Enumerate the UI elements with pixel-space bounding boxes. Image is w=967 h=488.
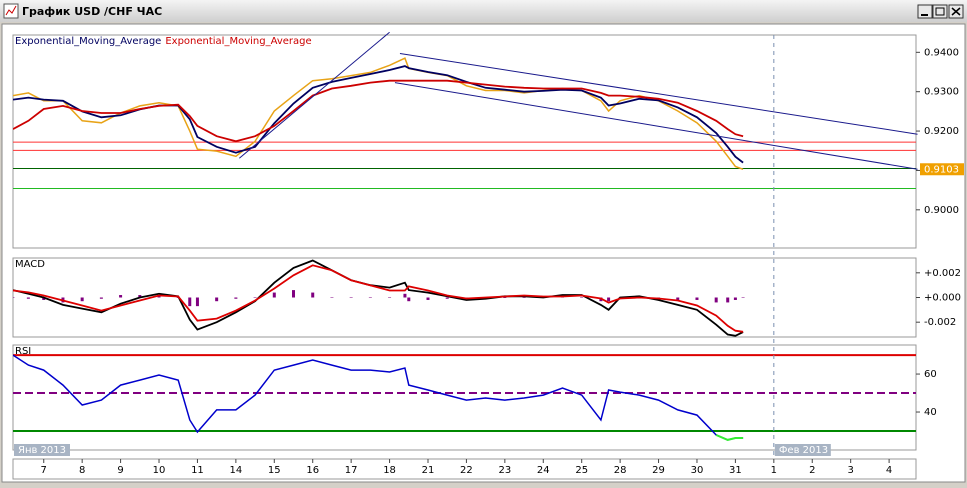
y-tick-label: 40 xyxy=(924,407,937,418)
series-line xyxy=(13,259,744,337)
month-box xyxy=(14,444,70,456)
panel-frame xyxy=(12,34,917,249)
date-strip xyxy=(12,458,917,480)
histogram-bar xyxy=(503,297,507,298)
y-tick-label: 0.9000 xyxy=(924,205,959,216)
panel-title: RSI xyxy=(15,346,31,357)
y-tick-label: 0.9400 xyxy=(924,47,959,58)
x-tick-label: 11 xyxy=(191,465,204,476)
x-tick-label: 16 xyxy=(306,465,319,476)
plot xyxy=(13,259,745,337)
trend-line xyxy=(394,82,918,170)
y-tick-label: -0.002 xyxy=(924,317,956,328)
legend-entry: Exponential_Moving_Average xyxy=(15,36,161,47)
window-icon-graph xyxy=(5,5,17,16)
x-tick-label: 30 xyxy=(691,465,704,476)
trend-line xyxy=(239,31,390,159)
histogram-bar xyxy=(195,297,199,307)
last-price-box xyxy=(920,163,964,176)
histogram-bar xyxy=(13,297,15,298)
x-tick-label: 9 xyxy=(117,465,123,476)
histogram-bar xyxy=(403,293,407,298)
histogram-bar xyxy=(445,297,449,299)
histogram-bar xyxy=(272,292,276,298)
x-tick-label: 1 xyxy=(771,465,777,476)
x-tick-label: 14 xyxy=(230,465,243,476)
histogram-bar xyxy=(330,297,334,298)
x-tick-label: 28 xyxy=(614,465,627,476)
series-line xyxy=(13,264,744,333)
histogram-bar xyxy=(368,297,372,298)
last-price-label: 0.9103 xyxy=(924,164,959,175)
x-tick-label: 21 xyxy=(422,465,435,476)
x-tick-label: 25 xyxy=(575,465,588,476)
close-button[interactable] xyxy=(948,4,964,19)
x-tick-label: 7 xyxy=(41,465,47,476)
histogram-bar xyxy=(311,292,315,298)
histogram-bar xyxy=(99,297,103,299)
month-label: Фев 2013 xyxy=(779,445,828,456)
y-tick-label: 60 xyxy=(924,369,937,380)
y-tick-label: 0.9300 xyxy=(924,87,959,98)
histogram-bar xyxy=(407,297,411,302)
histogram-bar xyxy=(42,297,46,300)
histogram-bar xyxy=(253,297,257,298)
histogram-bar xyxy=(607,297,611,302)
x-tick-label: 24 xyxy=(537,465,550,476)
oversold-line xyxy=(715,434,744,441)
trend-line xyxy=(399,53,918,135)
series-line xyxy=(13,354,744,441)
histogram-bar xyxy=(695,297,699,300)
y-tick-label: +0.000 xyxy=(924,293,961,304)
window-icon xyxy=(3,3,19,19)
window-title: График USD /CHF ЧАС xyxy=(22,5,162,18)
y-tick-label: +0.002 xyxy=(924,268,961,279)
histogram-bar xyxy=(676,297,680,300)
histogram-bar xyxy=(188,297,192,307)
minimize-button[interactable] xyxy=(917,4,933,19)
x-tick-label: 29 xyxy=(652,465,665,476)
x-tick-label: 18 xyxy=(383,465,396,476)
histogram-bar xyxy=(426,297,430,300)
title-bar xyxy=(0,0,967,22)
x-tick-label: 31 xyxy=(729,465,742,476)
series-line xyxy=(13,79,744,143)
histogram-bar xyxy=(580,297,584,298)
histogram-bar xyxy=(215,297,219,302)
histogram-bar xyxy=(714,297,718,303)
histogram-bar xyxy=(733,297,737,300)
month-label: Янв 2013 xyxy=(18,445,66,456)
legend-entry: Exponential_Moving_Average xyxy=(165,36,311,47)
histogram-bar xyxy=(119,295,123,298)
x-tick-label: 23 xyxy=(498,465,511,476)
histogram-bar xyxy=(26,297,30,299)
x-tick-label: 4 xyxy=(886,465,892,476)
plot xyxy=(13,354,916,441)
histogram-bar xyxy=(80,297,84,302)
panel-frame xyxy=(12,344,917,451)
x-tick-label: 2 xyxy=(809,465,815,476)
x-tick-label: 8 xyxy=(79,465,85,476)
histogram-bar xyxy=(388,297,392,298)
histogram-bar xyxy=(234,297,238,299)
x-tick-label: 17 xyxy=(345,465,358,476)
histogram-bar xyxy=(349,297,353,298)
panel-title: MACD xyxy=(15,259,45,270)
x-tick-label: 10 xyxy=(153,465,166,476)
x-tick-label: 3 xyxy=(847,465,853,476)
histogram-bar xyxy=(522,297,526,298)
histogram-bar xyxy=(138,295,142,298)
histogram-bar xyxy=(157,296,161,298)
x-tick-label: 22 xyxy=(460,465,473,476)
y-tick-label: 0.9200 xyxy=(924,126,959,137)
maximize-button[interactable] xyxy=(932,4,948,19)
month-box xyxy=(774,444,831,456)
histogram-bar xyxy=(292,290,296,298)
plot xyxy=(13,57,916,190)
histogram-bar xyxy=(726,297,730,303)
x-tick-label: 15 xyxy=(268,465,281,476)
histogram-bar xyxy=(741,297,745,298)
